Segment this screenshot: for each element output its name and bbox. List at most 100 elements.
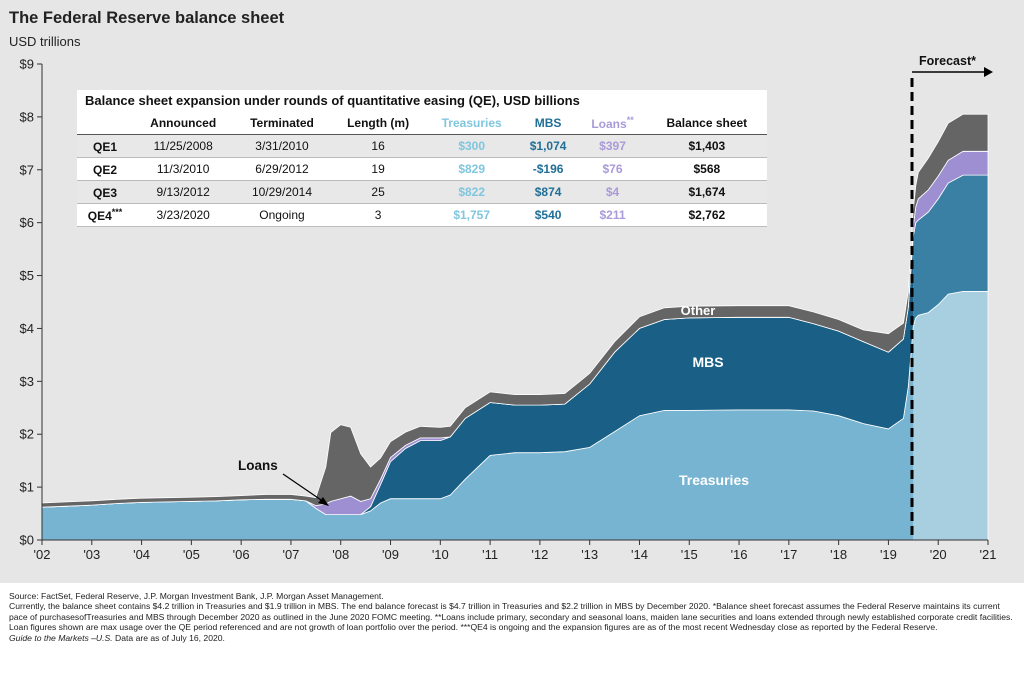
x-tick-label: '08 (332, 547, 349, 562)
row-name: QE4*** (77, 204, 133, 227)
row-terminated-text: 10/29/2014 (251, 185, 313, 199)
axes: $0 $1 $2 $3 $4 $5 $6 $7 $8 $9 '02 '03 '04 '05 '06 '07 '0… (20, 57, 997, 563)
y-tick-label: $1 (20, 480, 34, 495)
row-mbs-text: -$196 (532, 162, 564, 176)
row-mbs: $874 (517, 180, 579, 204)
row-name-text: QE3 (92, 186, 117, 200)
loans-area-label: Loans (238, 458, 278, 473)
mbs-area-label: MBS (692, 354, 723, 370)
row-length-text: 3 (374, 208, 382, 222)
row-name: QE3 (77, 180, 133, 204)
row-announced-text: 3/23/2020 (156, 208, 210, 222)
x-tick-label: '12 (531, 547, 548, 562)
x-tick-label: '10 (432, 547, 449, 562)
other-area-historical (41, 205, 914, 508)
col-header-balance: Balance sheet (646, 112, 767, 135)
x-tick-label: '13 (581, 547, 598, 562)
row-balance: $568 (647, 158, 767, 181)
row-announced: 11/25/2008 (133, 134, 234, 158)
row-balance: $2,762 (647, 204, 767, 227)
row-balance-text: $2,762 (688, 208, 726, 222)
x-tick-label: '14 (631, 547, 648, 562)
qe-table-row: QE4*** 3/23/2020 Ongoing 3 $1,757 $540 $211 $2,… (77, 204, 767, 227)
col-header-name (77, 112, 133, 135)
forecast-marker: Forecast* (910, 54, 993, 540)
x-tick-label: '19 (880, 547, 897, 562)
row-terminated-text: 6/29/2012 (255, 162, 309, 176)
row-treasuries-text: $1,757 (453, 208, 491, 222)
data-date: Data are as of July 16, 2020. (112, 632, 225, 643)
row-terminated-text: 3/31/2010 (255, 139, 309, 153)
row-mbs: $1,074 (517, 134, 579, 158)
row-loans: $211 (578, 204, 646, 227)
source-note: Source: FactSet, Federal Reserve, J.P. M… (9, 591, 384, 601)
row-mbs-text: $540 (534, 208, 562, 222)
qe-table: Balance sheet expansion under rounds of … (77, 90, 767, 227)
x-tick-label: '21 (980, 547, 997, 562)
row-loans: $397 (578, 134, 647, 158)
row-mbs: -$196 (518, 158, 579, 181)
treasuries-area-label: Treasuries (679, 472, 749, 488)
x-tick-label: '20 (930, 547, 947, 562)
row-length: 19 (331, 158, 426, 181)
row-terminated: 10/29/2014 (233, 180, 331, 204)
qe-table-row: QE3 9/13/2012 10/29/2014 25 $822 $874 $4 $1,674 (77, 180, 767, 204)
x-tick-label: '17 (780, 547, 797, 562)
x-tick-label: '18 (830, 547, 847, 562)
row-name: QE2 (77, 158, 133, 181)
qe-table-header-row: Announced Terminated Length (m) Treasuri… (77, 112, 767, 135)
other-area-label: Other (681, 303, 716, 318)
balance-sheet-chart: $0 $1 $2 $3 $4 $5 $6 $7 $8 $9 '02 '03 '04 '05 '06 '07 '0… (20, 54, 997, 563)
row-terminated: 6/29/2012 (233, 158, 330, 181)
x-tick-label: '15 (681, 547, 698, 562)
loans-area-forecast (913, 150, 989, 242)
row-loans-text: $4 (605, 185, 620, 199)
row-treasuries-text: $822 (458, 185, 486, 199)
col-header-mbs: MBS (517, 112, 579, 135)
row-name-text: QE2 (92, 163, 117, 177)
x-tick-label: '03 (83, 547, 100, 562)
x-tick-label: '09 (382, 547, 399, 562)
x-tick-label: '07 (282, 547, 299, 562)
y-tick-label: $0 (20, 533, 34, 548)
row-treasuries-text: $829 (458, 162, 486, 176)
row-treasuries-text: $300 (458, 139, 486, 153)
row-treasuries: $1,757 (426, 204, 518, 227)
row-length: 25 (330, 180, 426, 204)
qe-table-row: QE2 11/3/2010 6/29/2012 19 $829 -$196 $76 $568 (77, 158, 767, 181)
other-area-forecast (913, 113, 989, 232)
area-labels: Other MBS Treasuries Loans (238, 303, 749, 506)
row-announced: 3/23/2020 (133, 204, 233, 227)
row-announced-text: 11/25/2008 (153, 139, 213, 153)
x-tick-label: '16 (731, 547, 748, 562)
row-name-text: QE1 (92, 140, 117, 154)
row-treasuries: $822 (425, 180, 518, 204)
methodology-note: Currently, the balance sheet contains $4… (9, 601, 1013, 633)
row-length: 16 (330, 134, 426, 158)
row-announced-text: 11/3/2010 (156, 162, 210, 176)
row-balance-text: $1,674 (688, 185, 726, 199)
row-mbs: $540 (518, 204, 579, 227)
loans-pointer-head (318, 497, 329, 506)
row-name-text: QE4 (87, 209, 112, 223)
row-announced-text: 9/13/2012 (156, 185, 210, 199)
row-mbs-text: $874 (534, 185, 562, 199)
x-tick-label: '11 (482, 547, 498, 562)
row-announced: 11/3/2010 (133, 158, 233, 181)
y-tick-label: $3 (20, 374, 34, 389)
row-loans-text: $76 (602, 162, 623, 176)
y-tick-label: $5 (20, 268, 34, 283)
row-terminated-text: Ongoing (259, 208, 305, 222)
row-announced: 9/13/2012 (133, 180, 234, 204)
qe-table-row: QE1 11/25/2008 3/31/2010 16 $300 $1,074 $397 $1… (77, 134, 767, 158)
row-length-text: 25 (371, 185, 385, 199)
row-length-text: 16 (371, 139, 385, 153)
x-tick-label: '06 (233, 547, 250, 562)
col-header-terminated: Terminated (233, 112, 331, 135)
row-marker: *** (111, 207, 123, 217)
row-name: QE1 (77, 134, 133, 158)
row-terminated: Ongoing (233, 204, 330, 227)
row-length-text: 19 (371, 162, 385, 176)
qe-table-caption: Balance sheet expansion under rounds of … (77, 90, 767, 112)
guide-title: Guide to the Markets –U.S. (9, 632, 113, 643)
